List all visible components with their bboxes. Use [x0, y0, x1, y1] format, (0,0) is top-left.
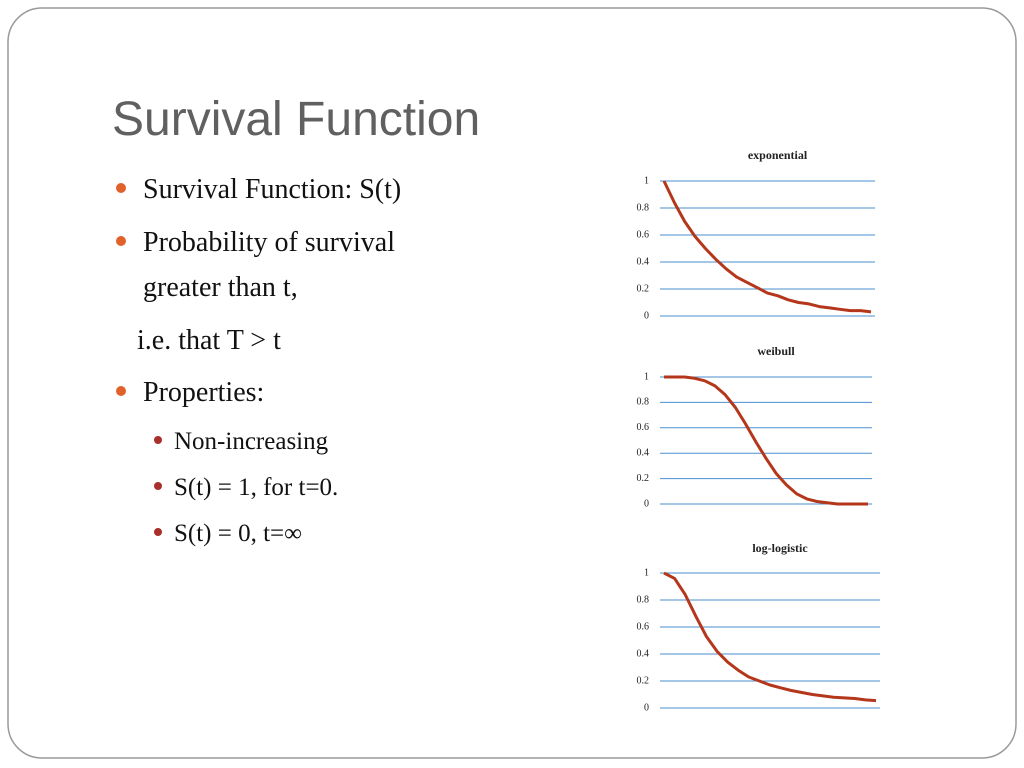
y-tick-label: 0 — [644, 702, 649, 713]
sub-bullet-dot — [154, 528, 162, 536]
bullet: Probability of survival — [143, 227, 395, 258]
bullet-dot — [116, 386, 126, 396]
sub-bullet: Non-increasing — [174, 428, 329, 455]
bullet: greater than t, — [143, 272, 298, 303]
survival-curve — [663, 571, 877, 703]
bullet-dot — [116, 183, 126, 193]
y-tick-label: 0.8 — [637, 202, 650, 213]
y-tick-label: 0.8 — [637, 397, 650, 408]
y-tick-label: 0.2 — [637, 675, 650, 686]
y-tick-label: 1 — [644, 175, 649, 186]
y-tick-label: 0.4 — [637, 648, 650, 659]
y-tick-label: 0.6 — [637, 422, 650, 433]
y-tick-label: 0.4 — [637, 447, 650, 458]
slide-frame — [7, 7, 1017, 759]
bullet: Properties: — [143, 377, 264, 408]
y-tick-label: 0.6 — [637, 229, 650, 240]
y-tick-label: 0.2 — [637, 473, 650, 484]
sub-bullet-dot — [154, 436, 162, 444]
y-tick-label: 0.6 — [637, 621, 650, 632]
y-tick-label: 0.2 — [637, 283, 650, 294]
slide-title: Survival Function — [112, 93, 480, 146]
y-tick-label: 0 — [644, 310, 649, 321]
sub-bullet: S(t) = 1, for t=0. — [174, 474, 338, 501]
bullet: Survival Function: S(t) — [143, 174, 401, 205]
y-tick-label: 0.4 — [637, 256, 650, 267]
survival-curve — [662, 180, 872, 314]
chart-title: weibull — [757, 344, 795, 358]
survival-curve — [664, 375, 868, 506]
y-tick-label: 1 — [644, 371, 649, 382]
y-tick-label: 0.8 — [637, 594, 650, 605]
y-tick-label: 0 — [644, 498, 649, 509]
sub-bullet-dot — [154, 482, 162, 490]
bullet-dot — [116, 236, 126, 246]
chart-title: exponential — [748, 148, 808, 162]
note: i.e. that T > t — [137, 325, 281, 356]
sub-bullet: S(t) = 0, t=∞ — [174, 520, 302, 547]
chart-title: log-logistic — [752, 541, 808, 555]
y-tick-label: 1 — [644, 567, 649, 578]
